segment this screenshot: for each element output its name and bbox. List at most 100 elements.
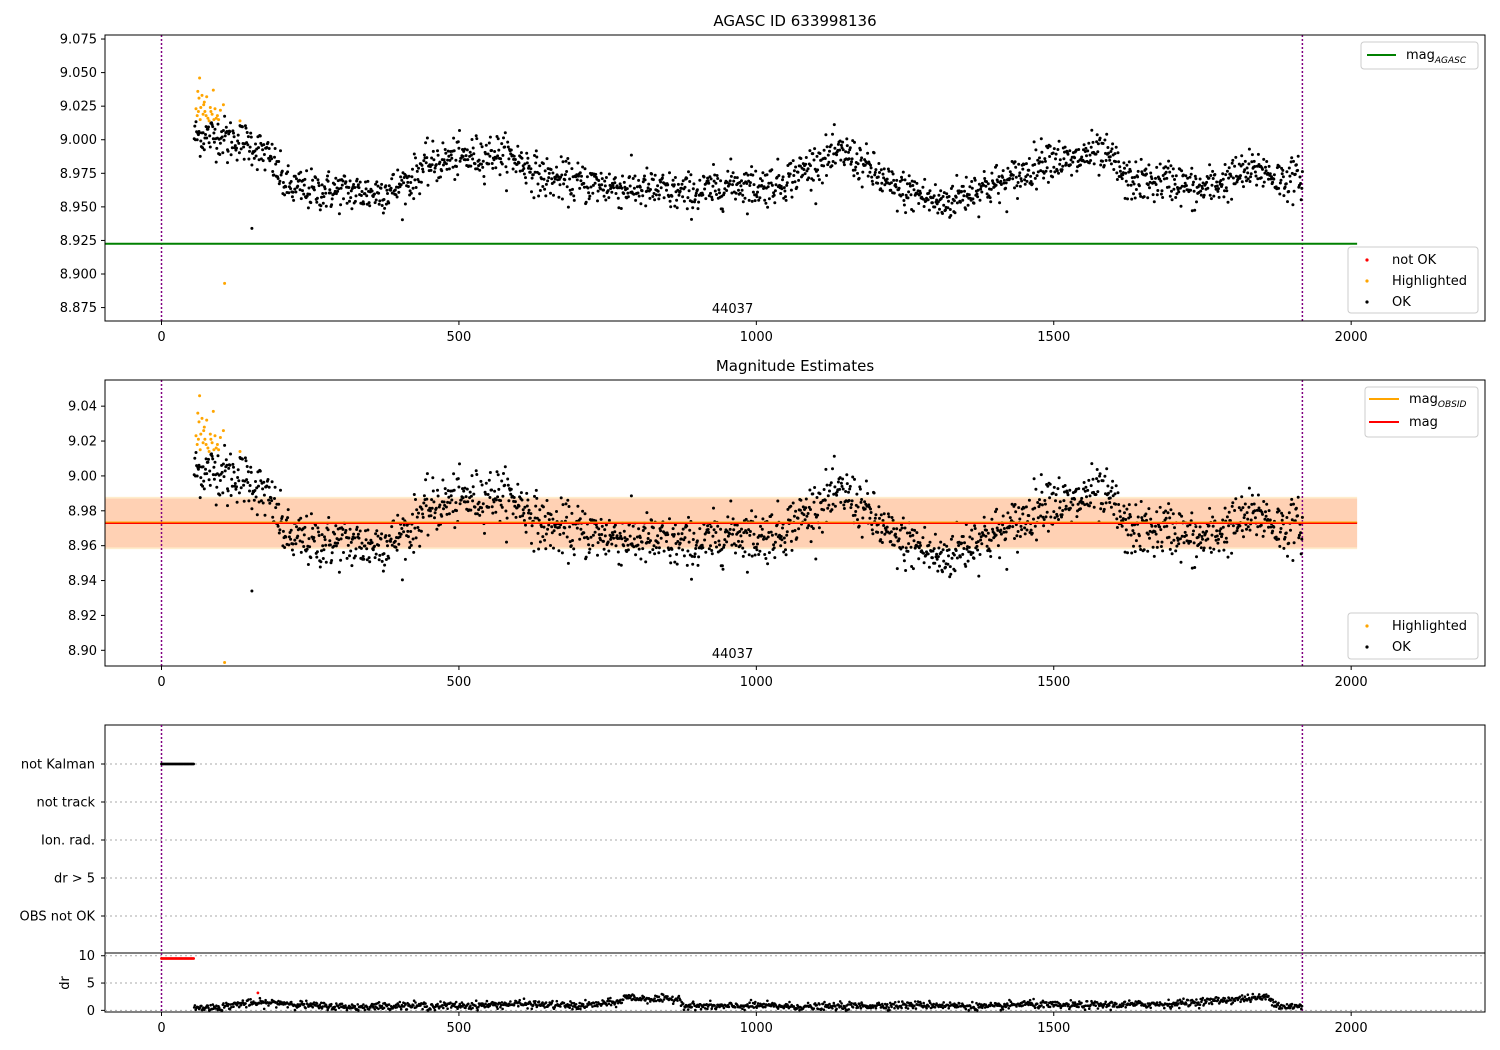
data-point-ok — [350, 564, 354, 568]
data-point-ok — [880, 181, 884, 185]
dr-point-ok — [594, 1001, 598, 1004]
data-point-ok — [879, 513, 883, 517]
data-point-ok — [236, 133, 240, 137]
data-point-ok — [511, 512, 515, 516]
data-point-ok — [1180, 184, 1184, 188]
dr-point-ok — [886, 1003, 889, 1006]
data-point-ok — [949, 187, 953, 190]
data-point-ok — [477, 500, 481, 504]
x-tick-label: 1500 — [1037, 675, 1070, 690]
data-point-ok — [207, 125, 210, 129]
data-point-ok — [1058, 500, 1062, 504]
data-point-ok — [259, 499, 263, 503]
data-point-ok — [305, 169, 309, 173]
data-point-ok — [1189, 519, 1193, 523]
dr-point-ok — [572, 1001, 576, 1005]
data-point-ok — [1081, 501, 1085, 504]
data-point-ok — [224, 125, 228, 129]
data-point-ok — [417, 511, 420, 515]
data-point-ok — [538, 540, 542, 544]
data-point-ok — [832, 454, 836, 458]
data-point-ok — [596, 541, 600, 545]
data-point-ok — [610, 190, 614, 194]
data-point-ok — [780, 538, 784, 542]
data-point-ok — [996, 528, 1000, 532]
data-point-ok — [685, 176, 689, 180]
data-point-ok — [636, 543, 640, 547]
data-point-ok — [198, 465, 202, 469]
dr-point-ok — [513, 1001, 516, 1005]
dr-point-ok — [676, 999, 679, 1002]
data-point-ok — [312, 536, 316, 539]
dr-point-ok — [574, 1005, 577, 1009]
data-point-ok — [813, 512, 817, 516]
data-point-ok — [999, 183, 1003, 186]
data-point-ok — [295, 177, 298, 181]
data-point-ok — [780, 187, 784, 191]
data-point-ok — [1239, 508, 1243, 512]
data-point-ok — [1099, 507, 1103, 511]
data-point-ok — [824, 133, 828, 137]
data-point-ok — [529, 512, 533, 516]
data-point-ok — [1071, 160, 1075, 164]
data-point-ok — [1098, 136, 1102, 140]
data-point-ok — [1184, 174, 1188, 178]
data-point-ok — [691, 206, 695, 210]
data-point-ok — [818, 152, 822, 155]
data-point-ok — [756, 190, 759, 194]
data-point-ok — [1025, 528, 1029, 532]
dr-point-ok — [653, 997, 656, 1000]
data-point-ok — [985, 528, 988, 532]
data-point-ok — [761, 171, 765, 175]
data-point-ok — [328, 191, 332, 195]
legend-label-not-ok: not OK — [1392, 253, 1437, 268]
data-point-ok — [1156, 540, 1160, 544]
data-point-ok — [500, 162, 504, 166]
data-point-ok — [1248, 180, 1252, 183]
data-point-ok — [1079, 163, 1082, 167]
data-point-ok — [524, 530, 528, 534]
data-point-ok — [326, 174, 329, 178]
data-point-ok — [242, 157, 246, 161]
data-point-highlighted — [208, 432, 212, 436]
data-point-ok — [936, 569, 940, 573]
x-tick-label: 1500 — [1037, 330, 1070, 345]
data-point-ok — [1225, 169, 1229, 173]
data-point-ok — [408, 189, 412, 193]
y-tick-label: 8.900 — [60, 268, 97, 283]
data-point-ok — [321, 201, 325, 205]
data-point-ok — [1253, 509, 1257, 513]
dr-point-ok — [815, 1003, 818, 1007]
data-point-ok — [464, 154, 468, 158]
data-point-ok — [1011, 173, 1015, 177]
data-point-ok — [1287, 190, 1291, 193]
data-point-ok — [600, 183, 604, 187]
data-point-ok — [1164, 170, 1168, 174]
data-point-ok — [1223, 163, 1227, 166]
data-point-ok — [747, 528, 751, 532]
data-point-ok — [461, 155, 465, 158]
data-point-ok — [678, 541, 682, 545]
data-point-ok — [346, 191, 350, 195]
dr-point-ok — [485, 999, 489, 1003]
data-point-ok — [815, 154, 819, 158]
data-point-ok — [1001, 514, 1005, 518]
data-point-ok — [704, 197, 708, 201]
data-point-ok — [279, 173, 283, 177]
data-point-ok — [1052, 510, 1056, 514]
data-point-ok — [1207, 176, 1211, 180]
data-point-ok — [776, 499, 780, 503]
data-point-ok — [1129, 183, 1133, 187]
data-point-ok — [1005, 210, 1009, 214]
data-point-ok — [1127, 160, 1131, 164]
data-point-ok — [1242, 535, 1245, 539]
data-point-ok — [315, 200, 319, 204]
data-point-ok — [1225, 189, 1229, 193]
data-point-ok — [255, 168, 259, 172]
data-point-ok — [1073, 156, 1077, 160]
data-point-ok — [481, 165, 485, 169]
data-point-ok — [229, 153, 233, 157]
data-point-ok — [841, 140, 845, 144]
data-point-ok — [384, 534, 388, 538]
data-point-ok — [394, 193, 398, 197]
